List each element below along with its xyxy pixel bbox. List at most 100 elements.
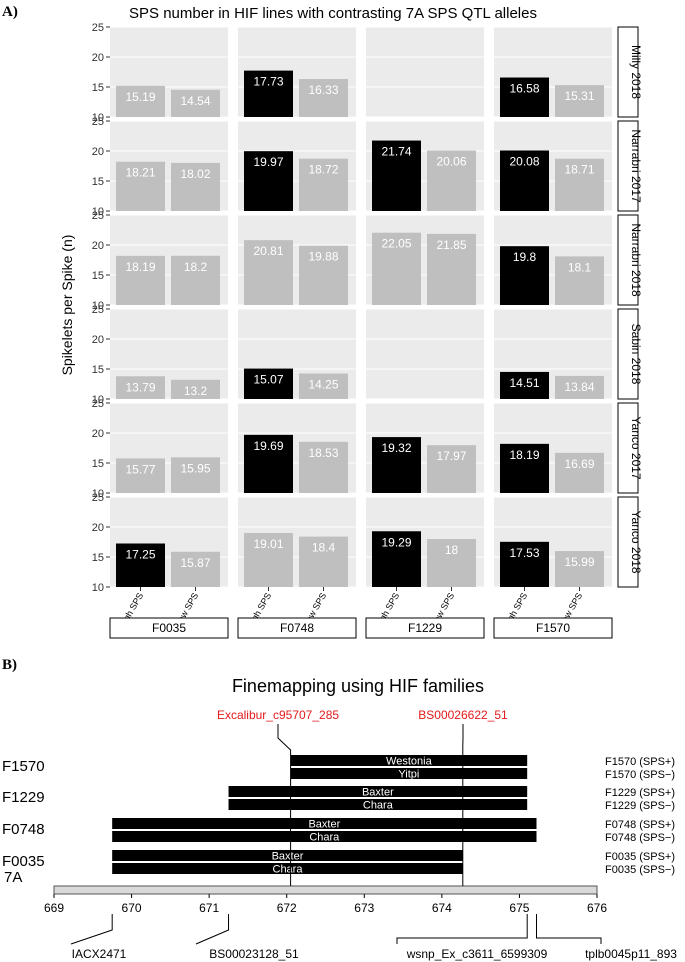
panel-a-tag: A) (2, 4, 18, 20)
y-tick-label: 15 (92, 176, 104, 188)
flank-marker-label: BS00023128_51 (209, 947, 299, 961)
bar-narrabri-2017-f1570-low-sps (555, 158, 604, 211)
facet-panel (366, 27, 484, 117)
y-tick-label: 20 (92, 52, 104, 64)
bar-milly-2018-f0748-low-sps (299, 79, 348, 117)
bar-yanco-2018-f0748-low-sps (299, 536, 348, 587)
qtl-marker-label: BS00026622_51 (418, 708, 508, 722)
facet-strip-bottom (237, 617, 357, 639)
bar-yanco-2018-f0035-low-sps (171, 551, 220, 587)
qtl-marker-line (277, 724, 292, 886)
flank-marker-label: tplb0045p11_893 (585, 947, 677, 961)
facet-panel (366, 309, 484, 399)
bar-value-label: 16.69 (564, 457, 594, 471)
bar-value-label: 20.08 (509, 155, 539, 169)
bar-sabin-2018-f1570-low-sps (555, 375, 604, 399)
facet-strip-label: Sabin 2018 (629, 324, 643, 385)
y-tick-label: 20 (92, 240, 104, 252)
bar-narrabri-2018-f0748-low-sps (299, 245, 348, 305)
bar-yanco-2017-f0035-high-sps (116, 458, 165, 493)
bar-milly-2018-f1570-low-sps (555, 85, 604, 117)
y-tick-label: 15 (92, 364, 104, 376)
bar-narrabri-2018-f1570-low-sps (555, 256, 604, 305)
bar-value-label: 18.72 (308, 163, 338, 177)
bar-value-label: 15.87 (180, 556, 210, 570)
facet-strip-right (617, 26, 639, 118)
segment-f0035-chara (112, 863, 463, 874)
bar-yanco-2018-f1570-high-sps (500, 541, 549, 587)
ruler-tick-label: 670 (122, 901, 142, 915)
y-tick-label: 10 (92, 488, 104, 500)
ruler-tick-label: 675 (509, 901, 529, 915)
chromosome-label: 7A (4, 869, 22, 886)
bar-value-label: 17.53 (509, 546, 539, 560)
y-tick-label: 15 (92, 458, 104, 470)
segment-f0035-baxter (112, 850, 463, 861)
bar-narrabri-2017-f1229-low-sps (427, 150, 476, 211)
bar-value-label: 19.32 (381, 441, 411, 455)
bar-value-label: 18.02 (180, 167, 210, 181)
bar-yanco-2017-f1229-low-sps (427, 445, 476, 493)
bar-value-label: 18.2 (184, 260, 208, 274)
bar-yanco-2017-f1229-high-sps (372, 437, 421, 493)
segment-right-label: F1570 (SPS+) (605, 756, 675, 768)
bar-value-label: 15.07 (253, 373, 283, 387)
y-tick-label: 20 (92, 428, 104, 440)
segment-label: Baxter (308, 819, 340, 831)
bar-milly-2018-f1570-high-sps (500, 77, 549, 117)
bar-value-label: 18.19 (125, 260, 155, 274)
panel-b-tag: B) (2, 657, 17, 673)
bar-value-label: 19.8 (513, 250, 537, 264)
segment-right-label: F0748 (SPS+) (605, 819, 675, 831)
bar-narrabri-2017-f1229-high-sps (372, 140, 421, 211)
flank-marker-line (396, 914, 528, 944)
bar-value-label: 22.05 (381, 237, 411, 251)
ruler-tick-label: 673 (354, 901, 374, 915)
bar-value-label: 18.71 (564, 163, 594, 177)
segment-label: Chara (273, 864, 304, 876)
facet-strip-label: F1229 (408, 621, 442, 635)
segment-right-label: F0035 (SPS+) (605, 851, 675, 863)
bar-yanco-2017-f1570-high-sps (500, 443, 549, 493)
bar-narrabri-2018-f1229-low-sps (427, 233, 476, 305)
segment-f1229-chara (228, 799, 528, 810)
segment-right-label: F1229 (SPS+) (605, 787, 675, 799)
segment-f0748-baxter (112, 818, 537, 829)
y-tick-label: 10 (92, 394, 104, 406)
y-tick-label: 20 (92, 146, 104, 158)
bar-sabin-2018-f0748-high-sps (244, 368, 293, 399)
segment-label: Baxter (362, 787, 394, 799)
y-tick-label: 25 (92, 22, 104, 34)
facet-strip-label: Narrabri 2017 (629, 129, 643, 203)
bar-sabin-2018-f0748-low-sps (299, 373, 348, 399)
facet-strip-right (617, 214, 639, 306)
bar-value-label: 15.99 (564, 555, 594, 569)
bar-value-label: 16.33 (308, 83, 338, 97)
flank-marker-line (195, 914, 230, 945)
bar-value-label: 18.53 (308, 446, 338, 460)
qtl-marker-label: Excalibur_c95707_285 (217, 708, 339, 722)
bar-value-label: 19.69 (253, 439, 283, 453)
segment-f1570-westonia (290, 755, 528, 766)
y-tick-label: 25 (92, 304, 104, 316)
bar-value-label: 17.25 (125, 548, 155, 562)
y-tick-label: 20 (92, 334, 104, 346)
segment-label: Yitpi (398, 769, 419, 781)
bar-value-label: 13.2 (184, 384, 208, 398)
facet-strip-label: Yanco 2017 (629, 416, 643, 479)
family-label-f1229: F1229 (2, 789, 45, 806)
bar-value-label: 19.29 (381, 535, 411, 549)
bar-value-label: 15.95 (180, 461, 210, 475)
bar-yanco-2017-f0748-high-sps (244, 434, 293, 493)
y-tick-label: 15 (92, 82, 104, 94)
bar-sabin-2018-f1570-high-sps (500, 371, 549, 399)
bar-yanco-2017-f0748-low-sps (299, 441, 348, 493)
bar-value-label: 18.21 (125, 166, 155, 180)
bar-yanco-2017-f0035-low-sps (171, 457, 220, 493)
segment-label: Chara (363, 800, 394, 812)
bar-value-label: 18.4 (312, 541, 336, 555)
segment-label: Baxter (272, 851, 304, 863)
y-tick-label: 15 (92, 552, 104, 564)
bar-value-label: 15.31 (564, 89, 594, 103)
chart-title: SPS number in HIF lines with contrasting… (129, 5, 537, 22)
